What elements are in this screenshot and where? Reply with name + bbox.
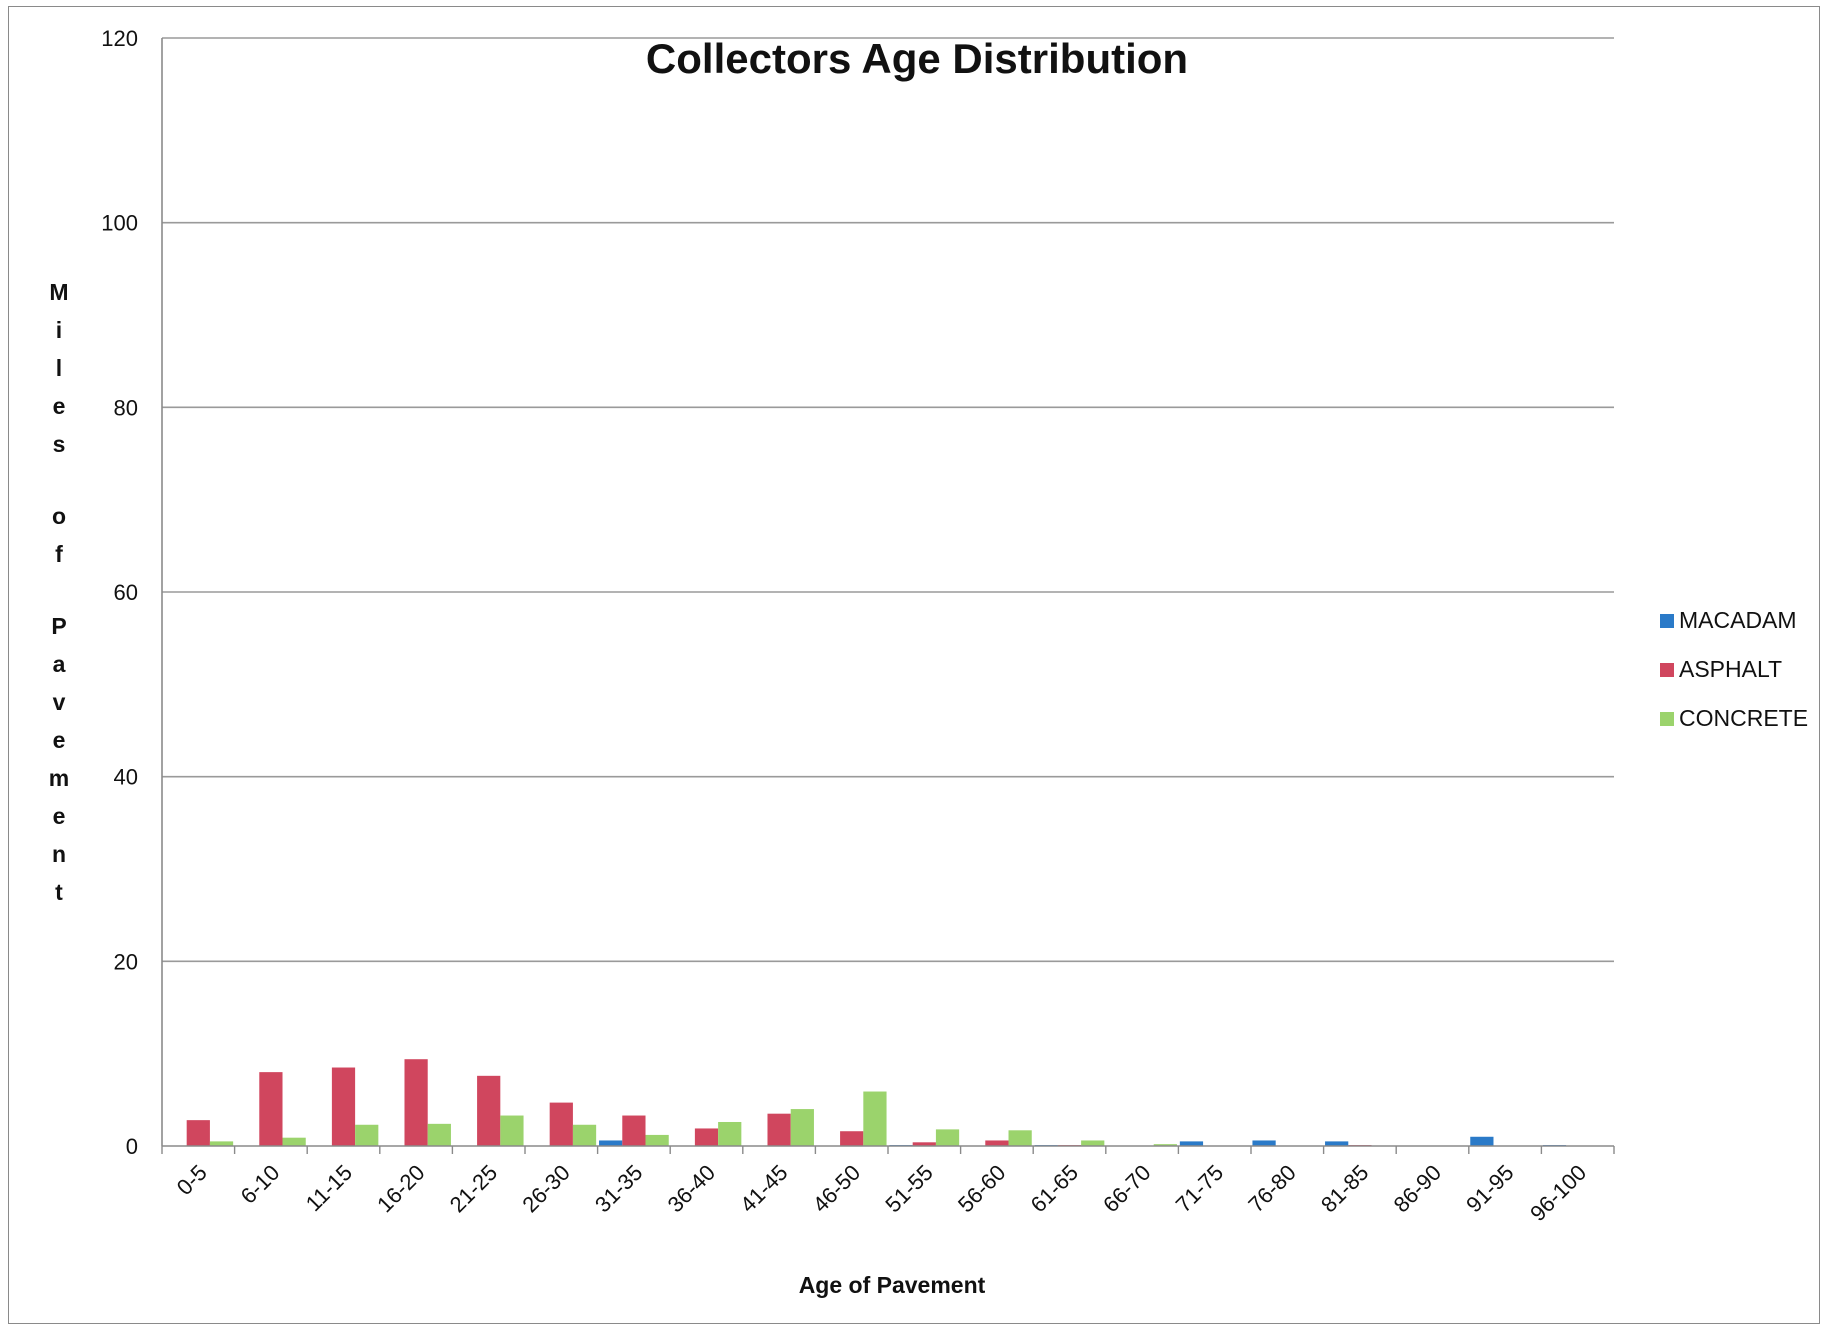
x-tick-label: 31-35 bbox=[590, 1160, 647, 1217]
x-tick-label: 56-60 bbox=[953, 1160, 1010, 1217]
x-tick-label: 81-85 bbox=[1316, 1160, 1373, 1217]
x-tick-label: 0-5 bbox=[172, 1160, 212, 1200]
x-tick-label: 6-10 bbox=[236, 1160, 285, 1209]
x-tick-label: 76-80 bbox=[1243, 1160, 1300, 1217]
y-axis-title-letter: v bbox=[53, 689, 66, 715]
x-tick-label: 91-95 bbox=[1461, 1160, 1518, 1217]
legend: MACADAM ASPHALT CONCRETE bbox=[1660, 607, 1808, 731]
bar-concrete-41-45 bbox=[790, 1109, 814, 1146]
y-axis-title-letter: m bbox=[49, 765, 69, 791]
x-tick-label: 71-75 bbox=[1171, 1160, 1228, 1217]
bar-concrete-26-30 bbox=[572, 1124, 597, 1146]
bar-asphalt-41-45 bbox=[767, 1113, 791, 1146]
bar-asphalt-6-10 bbox=[259, 1072, 283, 1146]
bar-asphalt-56-60 bbox=[985, 1140, 1009, 1146]
legend-label-concrete: CONCRETE bbox=[1679, 705, 1808, 731]
axes: 0 20 40 60 80 100 120 0-5 6-10 11-15 16-20 21-25 26-… bbox=[101, 26, 1615, 1226]
y-axis-title-letter: e bbox=[53, 393, 66, 419]
bar-macadam-31-35 bbox=[599, 1140, 623, 1146]
bars bbox=[186, 1059, 1567, 1146]
legend-swatch-asphalt bbox=[1660, 663, 1674, 677]
y-axis-title-letter: a bbox=[53, 651, 66, 677]
bar-asphalt-0-5 bbox=[186, 1120, 210, 1146]
x-tick-label: 36-40 bbox=[663, 1160, 720, 1217]
bar-asphalt-51-55 bbox=[912, 1142, 936, 1146]
chart-frame bbox=[8, 6, 1820, 1324]
bar-asphalt-46-50 bbox=[840, 1131, 864, 1146]
bar-concrete-31-35 bbox=[645, 1134, 669, 1146]
bar-concrete-21-25 bbox=[500, 1115, 524, 1146]
y-axis-title-letter: e bbox=[53, 803, 66, 829]
y-tick-label: 0 bbox=[126, 1134, 138, 1159]
x-tick-label: 11-15 bbox=[301, 1160, 357, 1216]
bar-concrete-36-40 bbox=[718, 1121, 742, 1146]
y-axis-title-letter: f bbox=[55, 541, 63, 567]
bar-concrete-56-60 bbox=[1008, 1130, 1032, 1146]
y-tick-label: 40 bbox=[114, 765, 138, 790]
y-tick-label: 120 bbox=[101, 26, 138, 51]
legend-swatch-concrete bbox=[1660, 712, 1674, 726]
y-axis-title-letter: i bbox=[56, 317, 62, 343]
gridlines bbox=[162, 37, 1614, 963]
y-axis-title-letter: o bbox=[52, 503, 66, 529]
x-tick-label: 46-50 bbox=[808, 1160, 865, 1217]
x-tick-label: 21-25 bbox=[445, 1160, 502, 1217]
legend-swatch-macadam bbox=[1660, 614, 1674, 628]
y-axis-title-letter: t bbox=[55, 879, 63, 905]
x-tick-label: 16-20 bbox=[372, 1160, 429, 1217]
y-axis-title-letter: n bbox=[52, 841, 66, 867]
bar-asphalt-11-15 bbox=[331, 1067, 356, 1146]
y-tick-label: 80 bbox=[114, 395, 138, 420]
bar-concrete-0-5 bbox=[209, 1141, 234, 1146]
y-tick-label: 60 bbox=[114, 580, 138, 605]
x-tick-label: 61-65 bbox=[1026, 1160, 1083, 1217]
bar-asphalt-31-35 bbox=[622, 1115, 646, 1146]
x-tick-label: 41-45 bbox=[735, 1160, 792, 1217]
y-axis-title-letter: s bbox=[53, 431, 66, 457]
y-axis-title-letter: P bbox=[51, 613, 66, 639]
x-axis-title: Age of Pavement bbox=[799, 1272, 986, 1298]
bar-concrete-6-10 bbox=[282, 1137, 306, 1146]
bar-concrete-11-15 bbox=[355, 1124, 379, 1146]
bar-asphalt-26-30 bbox=[549, 1102, 573, 1146]
y-tick-label: 20 bbox=[114, 949, 138, 974]
bar-macadam-76-80 bbox=[1252, 1140, 1276, 1146]
x-tick-label: 86-90 bbox=[1389, 1160, 1446, 1217]
bar-asphalt-21-25 bbox=[477, 1075, 501, 1146]
chart-title: Collectors Age Distribution bbox=[646, 35, 1188, 82]
legend-label-macadam: MACADAM bbox=[1679, 607, 1797, 633]
y-axis-title-letter: M bbox=[49, 279, 68, 305]
bar-macadam-91-95 bbox=[1470, 1136, 1494, 1146]
x-tick-label: 26-30 bbox=[517, 1160, 574, 1217]
legend-label-asphalt: ASPHALT bbox=[1679, 656, 1782, 682]
bar-concrete-16-20 bbox=[427, 1123, 451, 1146]
bar-asphalt-16-20 bbox=[404, 1059, 428, 1146]
x-tick-label: 96-100 bbox=[1525, 1160, 1591, 1226]
y-axis-title-letter: e bbox=[53, 727, 66, 753]
bar-macadam-81-85 bbox=[1325, 1141, 1349, 1146]
bar-concrete-61-65 bbox=[1081, 1140, 1105, 1146]
y-tick-label: 100 bbox=[101, 211, 138, 236]
bar-asphalt-36-40 bbox=[694, 1128, 719, 1146]
x-tick-label: 51-55 bbox=[880, 1160, 937, 1217]
y-axis-title-letter: l bbox=[56, 355, 62, 381]
bar-concrete-66-70 bbox=[1153, 1144, 1177, 1146]
x-tick-label: 66-70 bbox=[1098, 1160, 1155, 1217]
bar-concrete-51-55 bbox=[935, 1129, 960, 1146]
bar-concrete-46-50 bbox=[863, 1091, 887, 1146]
bar-macadam-71-75 bbox=[1179, 1141, 1204, 1146]
